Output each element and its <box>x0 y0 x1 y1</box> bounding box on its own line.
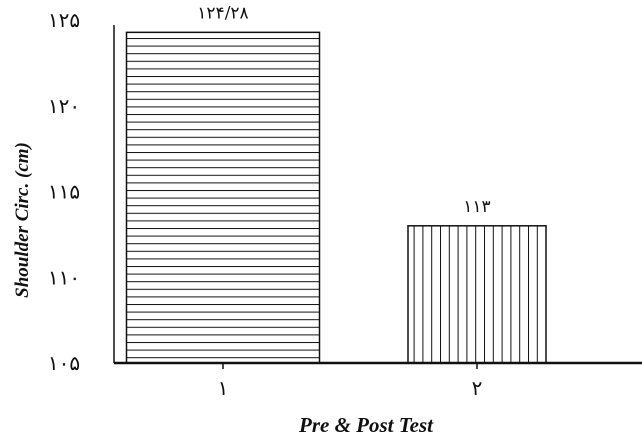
y-tick-label: ۱۱۵ <box>48 180 80 204</box>
bar-value-label: ۱۱۳ <box>463 197 490 217</box>
y-axis: ۱۰۵ ۱۱۰ ۱۱۵ ۱۲۰ ۱۲۵ <box>48 8 115 375</box>
y-tick-labels: ۱۰۵ ۱۱۰ ۱۱۵ ۱۲۰ ۱۲۵ <box>48 8 80 375</box>
bar-value-label: ۱۲۴/۲۸ <box>197 3 248 23</box>
y-tick-label: ۱۱۰ <box>48 265 80 289</box>
y-tick-label: ۱۲۵ <box>48 8 80 32</box>
y-tick-label: ۱۰۵ <box>48 351 80 375</box>
bar-value-labels: ۱۲۴/۲۸ ۱۱۳ <box>197 3 490 216</box>
x-tick-label: ۱ <box>218 376 229 400</box>
y-axis-title: Shoulder Circ. (cm) <box>12 142 33 298</box>
x-tick-label: ۲ <box>472 376 483 400</box>
bar <box>125 31 321 364</box>
bar <box>407 225 547 364</box>
x-axis-title: Pre & Post Test <box>298 413 434 437</box>
y-tick-label: ۱۲۰ <box>48 94 80 118</box>
